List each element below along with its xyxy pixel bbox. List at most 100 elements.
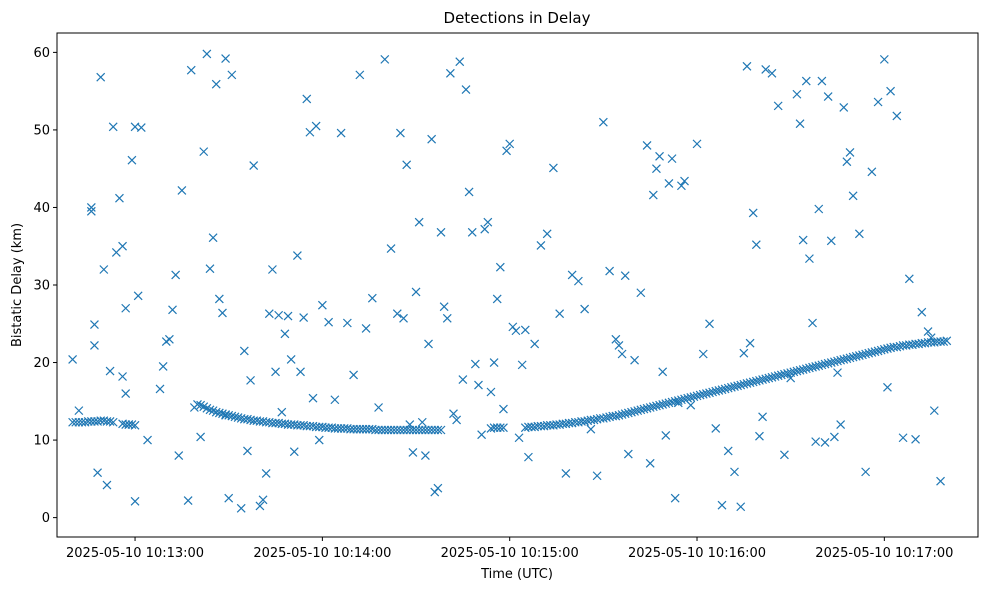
data-point xyxy=(823,92,833,102)
data-point xyxy=(239,346,249,356)
data-point xyxy=(755,431,764,441)
data-point xyxy=(445,68,455,78)
data-point xyxy=(408,448,418,457)
data-point xyxy=(904,274,914,284)
x-axis-label: Time (UTC) xyxy=(480,567,553,582)
data-point xyxy=(561,468,571,478)
data-point xyxy=(121,389,131,398)
data-point xyxy=(405,420,415,429)
data-point xyxy=(199,147,209,157)
data-point xyxy=(923,327,933,336)
data-point xyxy=(767,68,777,78)
data-point xyxy=(168,305,177,315)
data-point xyxy=(308,393,318,403)
data-point xyxy=(302,94,312,104)
data-point xyxy=(424,425,433,435)
data-point xyxy=(205,405,215,415)
data-point xyxy=(611,334,621,344)
data-point xyxy=(452,415,462,425)
data-point xyxy=(470,359,480,369)
data-point xyxy=(492,423,502,433)
data-point xyxy=(205,264,215,274)
data-point xyxy=(477,430,487,440)
data-point xyxy=(751,240,761,250)
data-point xyxy=(408,425,418,435)
data-point xyxy=(249,161,259,171)
data-point xyxy=(286,355,296,364)
data-point xyxy=(124,420,134,429)
data-point xyxy=(386,244,396,253)
data-point xyxy=(90,341,99,350)
data-point xyxy=(442,313,452,323)
data-point xyxy=(573,276,583,286)
data-point xyxy=(389,425,399,435)
data-point xyxy=(717,500,727,510)
data-point xyxy=(898,433,908,443)
data-point xyxy=(218,308,227,318)
data-point xyxy=(658,367,668,377)
data-point xyxy=(355,70,365,80)
data-point xyxy=(221,54,231,64)
data-point xyxy=(174,451,184,461)
data-point xyxy=(155,384,165,394)
data-point xyxy=(655,151,664,161)
data-point xyxy=(829,432,839,442)
data-point xyxy=(664,179,674,188)
data-point xyxy=(221,410,231,420)
data-point xyxy=(433,483,443,493)
data-point xyxy=(848,191,858,201)
data-point xyxy=(620,271,630,281)
data-point xyxy=(486,387,496,397)
data-point xyxy=(283,311,293,321)
data-point xyxy=(96,72,106,82)
data-point xyxy=(224,493,234,503)
data-point xyxy=(183,496,193,505)
data-point xyxy=(923,337,933,347)
data-point xyxy=(745,338,755,348)
data-point xyxy=(433,425,443,435)
data-point xyxy=(399,313,408,323)
data-point xyxy=(502,146,511,156)
data-point xyxy=(630,355,640,365)
data-point xyxy=(808,318,817,328)
data-point xyxy=(115,193,124,203)
data-point xyxy=(811,437,821,447)
data-point xyxy=(202,49,212,59)
data-point xyxy=(333,424,343,433)
data-point xyxy=(267,418,277,428)
data-point xyxy=(917,307,927,317)
data-point xyxy=(455,57,465,67)
data-point xyxy=(605,266,615,276)
data-point xyxy=(820,437,830,447)
data-point xyxy=(739,348,749,358)
data-point xyxy=(86,203,96,212)
data-point xyxy=(74,406,84,416)
y-axis: 0 10 20 30 40 50 60 xyxy=(33,46,57,526)
y-tick-label: 40 xyxy=(33,201,50,216)
y-tick-label: 10 xyxy=(33,434,50,449)
y-axis-label: Bistatic Delay (km) xyxy=(10,223,25,347)
data-point xyxy=(414,425,424,435)
data-point xyxy=(342,318,352,328)
data-point xyxy=(261,468,271,478)
data-point xyxy=(524,452,533,462)
data-point xyxy=(296,367,305,377)
data-point xyxy=(311,422,321,432)
data-point xyxy=(349,424,359,434)
data-point xyxy=(324,317,334,327)
data-point xyxy=(361,424,371,434)
data-point xyxy=(102,480,112,490)
data-point xyxy=(395,128,405,138)
data-point xyxy=(395,425,405,435)
data-point xyxy=(321,423,330,433)
x-axis: 2025-05-10 10:13:00 2025-05-10 10:14:00 20… xyxy=(66,537,953,561)
data-point xyxy=(939,337,949,347)
data-point xyxy=(489,358,499,367)
data-point xyxy=(492,294,502,304)
y-tick-label: 60 xyxy=(33,46,50,61)
data-point xyxy=(580,304,590,314)
data-point xyxy=(761,65,771,74)
data-point xyxy=(118,372,127,381)
x-tick-label: 2025-05-10 10:16:00 xyxy=(628,546,766,561)
data-point xyxy=(130,496,140,506)
